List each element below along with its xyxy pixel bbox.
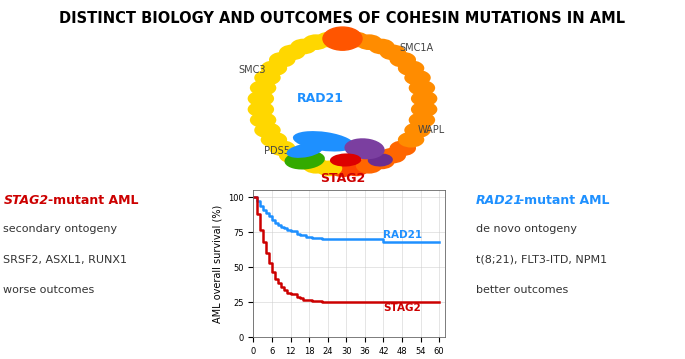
Ellipse shape — [293, 131, 354, 151]
Circle shape — [316, 160, 342, 176]
Text: RAD21: RAD21 — [476, 194, 523, 207]
Circle shape — [329, 162, 356, 177]
Text: STAG2: STAG2 — [320, 172, 365, 185]
Circle shape — [329, 31, 356, 46]
Circle shape — [290, 39, 316, 54]
Circle shape — [369, 39, 395, 54]
Circle shape — [247, 91, 274, 106]
Text: t(8;21), FLT3-ITD, NPM1: t(8;21), FLT3-ITD, NPM1 — [476, 255, 607, 265]
Circle shape — [342, 160, 369, 176]
Circle shape — [303, 158, 329, 174]
Circle shape — [261, 60, 287, 76]
Circle shape — [316, 32, 342, 47]
Circle shape — [379, 45, 406, 60]
Circle shape — [369, 154, 395, 169]
Text: better outcomes: better outcomes — [476, 285, 569, 295]
Circle shape — [250, 80, 276, 96]
Circle shape — [254, 70, 281, 85]
Circle shape — [323, 27, 362, 50]
Circle shape — [261, 132, 287, 148]
Circle shape — [390, 52, 416, 67]
Circle shape — [290, 154, 316, 169]
Ellipse shape — [286, 143, 323, 158]
Circle shape — [404, 70, 431, 85]
Circle shape — [342, 32, 369, 47]
Circle shape — [269, 140, 295, 156]
Ellipse shape — [284, 150, 325, 169]
Circle shape — [398, 132, 424, 148]
Text: STAG2: STAG2 — [384, 303, 421, 313]
Text: -mutant AML: -mutant AML — [48, 194, 138, 207]
Ellipse shape — [368, 153, 393, 167]
Text: worse outcomes: worse outcomes — [3, 285, 95, 295]
Text: RAD21: RAD21 — [384, 230, 423, 240]
Text: STAG2: STAG2 — [3, 194, 49, 207]
Circle shape — [390, 140, 416, 156]
Circle shape — [269, 52, 295, 67]
Circle shape — [409, 80, 435, 96]
Circle shape — [279, 148, 306, 163]
Text: SRSF2, ASXL1, RUNX1: SRSF2, ASXL1, RUNX1 — [3, 255, 127, 265]
Text: RAD21: RAD21 — [297, 92, 344, 105]
Circle shape — [250, 112, 276, 128]
Circle shape — [356, 158, 382, 174]
Text: WAPL: WAPL — [418, 125, 445, 135]
Text: SMC1A: SMC1A — [399, 43, 434, 53]
Circle shape — [411, 91, 438, 106]
Text: SMC3: SMC3 — [238, 65, 266, 75]
Text: secondary ontogeny: secondary ontogeny — [3, 224, 118, 234]
Circle shape — [303, 34, 329, 50]
Ellipse shape — [330, 153, 362, 167]
Circle shape — [398, 60, 424, 76]
Circle shape — [404, 122, 431, 138]
Circle shape — [409, 112, 435, 128]
Text: PDS5: PDS5 — [264, 146, 290, 156]
Text: DISTINCT BIOLOGY AND OUTCOMES OF COHESIN MUTATIONS IN AML: DISTINCT BIOLOGY AND OUTCOMES OF COHESIN… — [60, 11, 625, 26]
Circle shape — [379, 148, 406, 163]
Circle shape — [254, 122, 281, 138]
Circle shape — [247, 102, 274, 117]
Circle shape — [279, 45, 306, 60]
Text: de novo ontogeny: de novo ontogeny — [476, 224, 577, 234]
Ellipse shape — [345, 138, 385, 159]
Text: -mutant AML: -mutant AML — [519, 194, 610, 207]
Circle shape — [411, 102, 438, 117]
Circle shape — [356, 34, 382, 50]
Y-axis label: AML overall survival (%): AML overall survival (%) — [212, 205, 223, 323]
